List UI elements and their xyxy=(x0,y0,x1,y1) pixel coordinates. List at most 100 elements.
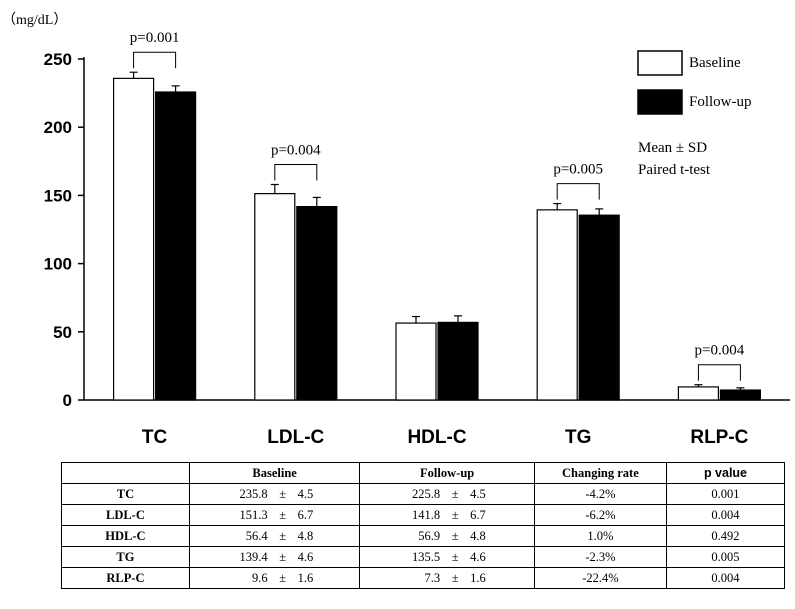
baseline-sd: 4.5 xyxy=(297,486,314,501)
baseline-sd: 4.8 xyxy=(297,528,314,543)
p-value-cell: 0.001 xyxy=(665,483,786,505)
y-tick-label: 0 xyxy=(63,391,72,410)
followup-cell: 141.8 ±6.7 xyxy=(359,504,535,526)
baseline-mean: 56.4 xyxy=(245,528,268,543)
y-axis: 0 50 100 150 200 250 xyxy=(44,50,790,410)
header-followup: Follow-up xyxy=(359,462,535,484)
p-value-cell: 0.005 xyxy=(665,546,786,568)
followup-sd: 4.6 xyxy=(470,549,486,564)
baseline-cell: 235.8 ±4.5 xyxy=(188,483,361,505)
p-value-label: p=0.004 xyxy=(271,142,321,158)
followup-mean: 135.5 xyxy=(412,549,441,564)
baseline-sd: 6.7 xyxy=(297,507,314,522)
row-label: LDL-C xyxy=(61,504,190,526)
plus-minus: ± xyxy=(451,528,459,543)
followup-sd: 4.5 xyxy=(470,486,486,501)
followup-mean: 7.3 xyxy=(424,570,441,585)
y-tick-label: 200 xyxy=(44,118,72,137)
y-tick-label: 50 xyxy=(53,323,72,342)
x-category-label: TC xyxy=(142,427,168,448)
p-value-cell: 0.004 xyxy=(665,504,786,526)
legend-swatch-followup xyxy=(637,89,683,115)
baseline-sd: 1.6 xyxy=(297,570,314,585)
baseline-mean: 9.6 xyxy=(252,570,268,585)
legend-label-followup: Follow-up xyxy=(689,94,752,110)
plus-minus: ± xyxy=(279,549,287,564)
significance-bracket xyxy=(274,163,318,181)
followup-cell: 225.8 ±4.5 xyxy=(359,483,535,505)
header-changing-rate: Changing rate xyxy=(533,462,667,484)
row-label: TC xyxy=(61,483,190,505)
plus-minus: ± xyxy=(279,507,287,522)
followup-mean: 225.8 xyxy=(412,486,441,501)
baseline-sd: 4.6 xyxy=(297,549,314,564)
significance-bracket xyxy=(697,364,741,381)
p-value-annotations: p=0.001 p=0.004 p=0.005 p=0.004 xyxy=(130,30,745,381)
baseline-cell: 139.4 ±4.6 xyxy=(188,546,361,568)
bar-baseline xyxy=(677,386,720,401)
y-tick-label: 250 xyxy=(44,50,72,69)
bar-followup xyxy=(719,389,762,401)
note-mean-sd: Mean ± SD xyxy=(638,140,707,156)
x-category-label: TG xyxy=(565,427,591,448)
baseline-mean: 139.4 xyxy=(239,549,268,564)
followup-cell: 135.5 ±4.6 xyxy=(359,546,535,568)
table-row: TG 139.4 ±4.6 135.5 ±4.6 -2.3% 0.005 xyxy=(61,546,786,568)
table-body: TC 235.8 ±4.5 225.8 ±4.5 -4.2% 0.001 LDL-C 151.3… xyxy=(61,483,786,589)
x-category-label: LDL-C xyxy=(267,427,324,448)
header-empty xyxy=(61,462,190,484)
changing-rate-cell: 1.0% xyxy=(533,525,667,547)
table-header-row: Baseline Follow-up Changing rate p value xyxy=(61,462,786,484)
table-row: LDL-C 151.3 ±6.7 141.8 ±6.7 -6.2% 0.004 xyxy=(61,504,786,526)
bars-group xyxy=(112,71,762,401)
plus-minus: ± xyxy=(451,486,459,501)
baseline-cell: 56.4 ±4.8 xyxy=(188,525,361,547)
significance-bracket xyxy=(556,183,600,200)
row-label: HDL-C xyxy=(61,525,190,547)
baseline-cell: 9.6 ±1.6 xyxy=(188,567,361,589)
table-row: RLP-C 9.6 ±1.6 7.3 ±1.6 -22.4% 0.004 xyxy=(61,567,786,589)
p-value-cell: 0.492 xyxy=(665,525,786,547)
bar-baseline xyxy=(536,209,578,401)
changing-rate-cell: -2.3% xyxy=(533,546,667,568)
x-category-label: HDL-C xyxy=(407,427,466,448)
p-value-cell: 0.004 xyxy=(665,567,786,589)
note-test: Paired t-test xyxy=(638,162,711,178)
plus-minus: ± xyxy=(279,486,287,501)
plus-minus: ± xyxy=(451,507,459,522)
plus-minus: ± xyxy=(451,549,459,564)
bar-followup xyxy=(155,91,197,401)
row-label: TG xyxy=(61,546,190,568)
baseline-mean: 151.3 xyxy=(239,507,268,522)
plus-minus: ± xyxy=(279,570,287,585)
followup-mean: 56.9 xyxy=(418,528,441,543)
followup-mean: 141.8 xyxy=(412,507,441,522)
changing-rate-cell: -6.2% xyxy=(533,504,667,526)
bar-baseline xyxy=(112,77,155,401)
baseline-cell: 151.3 ±6.7 xyxy=(188,504,361,526)
bar-followup xyxy=(437,321,479,401)
legend-swatch-baseline xyxy=(637,50,683,76)
followup-sd: 6.7 xyxy=(470,507,486,522)
baseline-mean: 235.8 xyxy=(239,486,268,501)
followup-cell: 7.3 ±1.6 xyxy=(359,567,535,589)
header-p-value: p value xyxy=(665,462,786,484)
followup-sd: 4.8 xyxy=(470,528,486,543)
bar-followup xyxy=(578,214,620,401)
plus-minus: ± xyxy=(279,528,287,543)
bar-baseline xyxy=(395,322,437,401)
x-category-labels: TC LDL-C HDL-C TG RLP-C xyxy=(142,427,749,448)
row-label: RLP-C xyxy=(61,567,190,589)
bar-baseline xyxy=(254,193,296,401)
p-value-label: p=0.005 xyxy=(553,162,603,178)
changing-rate-cell: -22.4% xyxy=(533,567,667,589)
table-row: TC 235.8 ±4.5 225.8 ±4.5 -4.2% 0.001 xyxy=(61,483,786,505)
significance-bracket xyxy=(133,51,177,69)
y-tick-label: 150 xyxy=(44,186,72,205)
p-value-label: p=0.001 xyxy=(130,30,180,46)
bar-followup xyxy=(296,205,338,401)
legend: Baseline Follow-up xyxy=(637,50,752,115)
y-tick-label: 100 xyxy=(44,255,72,274)
plus-minus: ± xyxy=(451,570,459,585)
header-baseline: Baseline xyxy=(188,462,361,484)
